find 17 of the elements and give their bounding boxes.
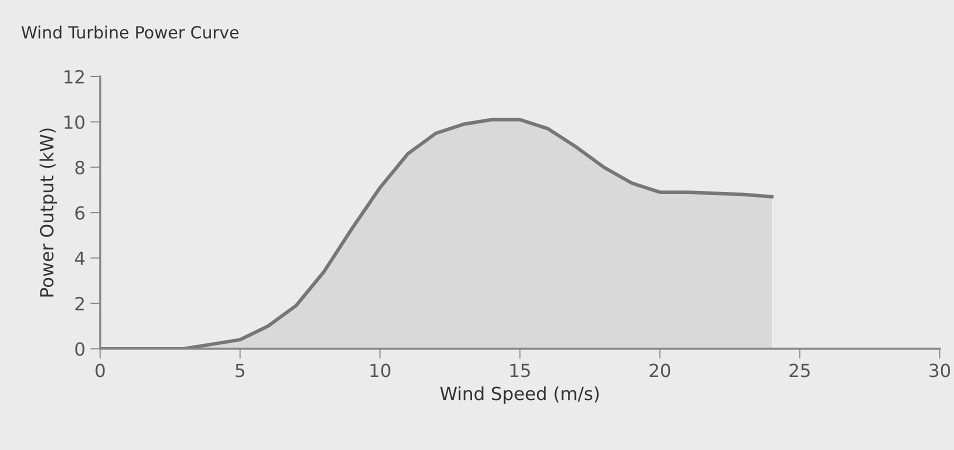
x-tick-label: 10 xyxy=(370,364,390,378)
x-tick-label: 0 xyxy=(96,364,105,378)
y-tick-label: 10 xyxy=(64,115,84,129)
x-tick-label: 5 xyxy=(236,364,244,378)
y-tick-label: 8 xyxy=(75,160,84,174)
y-axis-title: Power Output (kW) xyxy=(40,128,58,296)
y-tick-label: 6 xyxy=(75,206,84,220)
y-tick-label: 12 xyxy=(64,70,84,84)
y-tick-label: 4 xyxy=(74,252,85,265)
x-tick-label: 20 xyxy=(650,364,670,378)
x-tick-label: 25 xyxy=(790,364,810,378)
y-tick-label: 0 xyxy=(75,342,84,356)
x-tick-label: 15 xyxy=(510,364,530,378)
chart-title: Wind Turbine Power Curve xyxy=(22,26,239,39)
x-axis-title: Wind Speed (m/s) xyxy=(440,386,599,404)
x-tick-label: 30 xyxy=(930,364,950,378)
y-tick-label: 2 xyxy=(75,296,84,310)
